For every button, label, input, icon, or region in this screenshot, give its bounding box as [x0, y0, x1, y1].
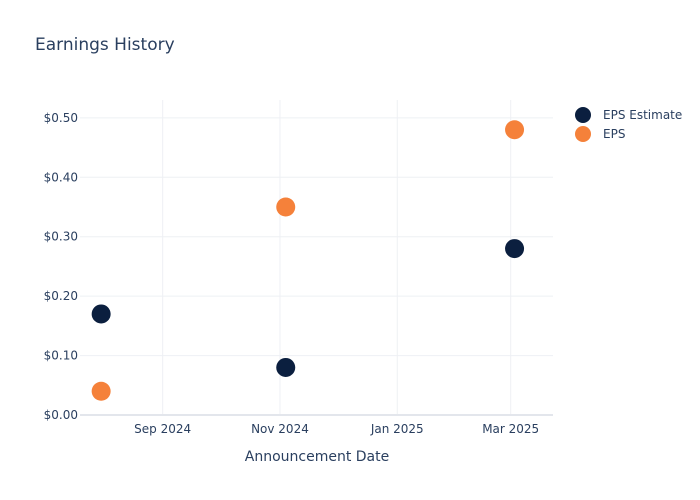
legend: EPS Estimate EPS: [575, 107, 682, 142]
point-eps-estimate[interactable]: [91, 304, 111, 324]
x-tick-label: Nov 2024: [251, 422, 309, 436]
y-tick-label: $0.50: [44, 111, 78, 125]
data-points: [91, 120, 525, 401]
x-axis: Sep 2024 Nov 2024 Jan 2025 Mar 2025: [134, 422, 539, 436]
legend-label[interactable]: EPS: [603, 127, 625, 141]
y-tick-label: $0.20: [44, 289, 78, 303]
legend-marker: [575, 126, 591, 142]
point-eps-estimate[interactable]: [505, 239, 525, 259]
y-axis: $0.00 $0.10 $0.20 $0.30 $0.40 $0.50: [44, 111, 78, 422]
chart-title: Earnings History: [35, 35, 175, 55]
grid-layer: [80, 100, 553, 416]
y-tick-label: $0.40: [44, 170, 78, 184]
y-tick-label: $0.10: [44, 349, 78, 363]
point-eps-estimate[interactable]: [276, 357, 296, 377]
point-eps[interactable]: [505, 120, 525, 140]
point-eps[interactable]: [276, 197, 296, 217]
x-tick-label: Mar 2025: [482, 422, 539, 436]
y-tick-label: $0.30: [44, 230, 78, 244]
y-tick-label: $0.00: [44, 408, 78, 422]
x-tick-label: Jan 2025: [370, 422, 424, 436]
x-axis-title: Announcement Date: [245, 449, 389, 465]
x-tick-label: Sep 2024: [134, 422, 191, 436]
point-eps[interactable]: [91, 381, 111, 401]
legend-marker: [575, 107, 591, 123]
legend-label[interactable]: EPS Estimate: [603, 108, 682, 122]
